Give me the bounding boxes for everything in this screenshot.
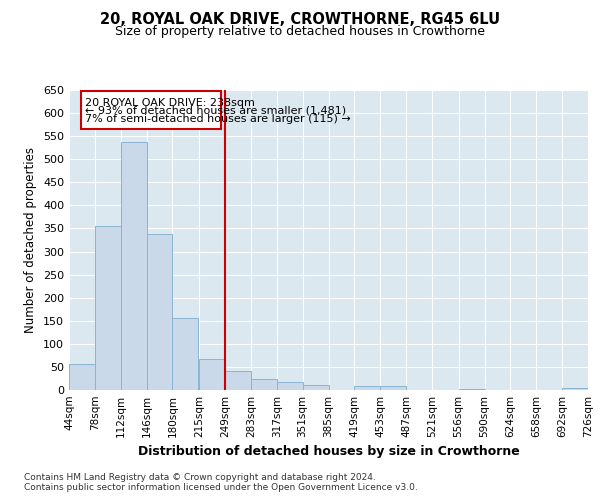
X-axis label: Distribution of detached houses by size in Crowthorne: Distribution of detached houses by size … (137, 446, 520, 458)
Bar (121, 142, 146, 390)
Text: Size of property relative to detached houses in Crowthorne: Size of property relative to detached ho… (115, 25, 485, 38)
Text: 7% of semi-detached houses are larger (115) →: 7% of semi-detached houses are larger (1… (85, 114, 351, 124)
Bar (251, 379, 277, 390)
Bar (225, 371, 251, 390)
Text: 20 ROYAL OAK DRIVE: 238sqm: 20 ROYAL OAK DRIVE: 238sqm (85, 98, 255, 108)
Bar (355, 386, 380, 390)
Bar (146, 234, 172, 390)
Text: Contains HM Land Registry data © Crown copyright and database right 2024.: Contains HM Land Registry data © Crown c… (24, 472, 376, 482)
Text: 20, ROYAL OAK DRIVE, CROWTHORNE, RG45 6LU: 20, ROYAL OAK DRIVE, CROWTHORNE, RG45 6L… (100, 12, 500, 28)
Bar (69, 364, 95, 390)
Bar (95, 226, 121, 390)
Bar (302, 386, 329, 390)
Bar (277, 382, 302, 390)
Text: Contains public sector information licensed under the Open Government Licence v3: Contains public sector information licen… (24, 484, 418, 492)
Bar (199, 358, 225, 390)
Bar (458, 388, 485, 390)
Bar (380, 386, 406, 390)
Text: ← 93% of detached houses are smaller (1,481): ← 93% of detached houses are smaller (1,… (85, 106, 346, 116)
Y-axis label: Number of detached properties: Number of detached properties (25, 147, 37, 333)
FancyBboxPatch shape (81, 91, 221, 129)
Bar (562, 388, 588, 390)
Bar (172, 318, 199, 390)
